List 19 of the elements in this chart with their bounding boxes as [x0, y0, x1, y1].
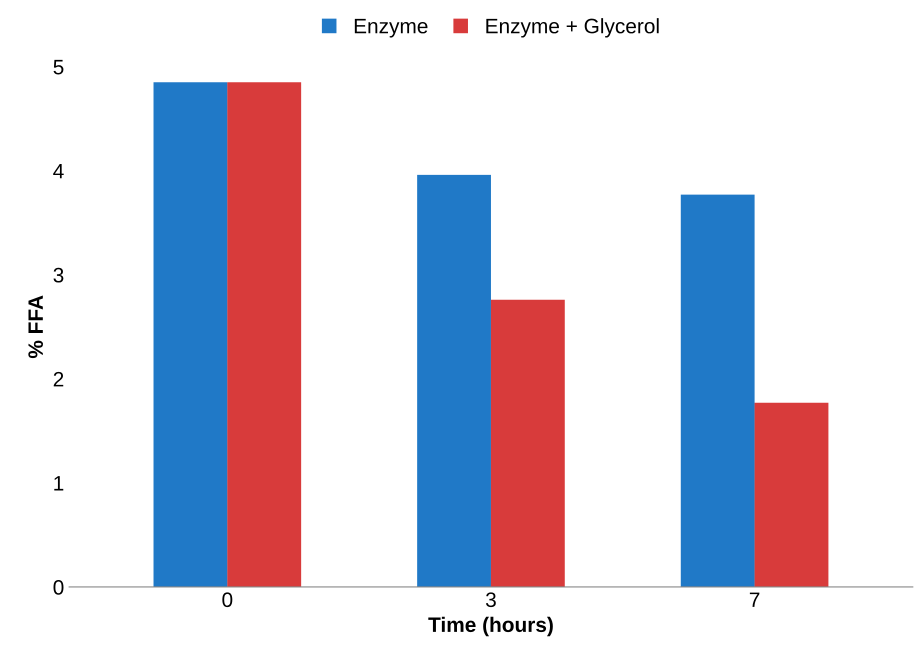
y-tick-label: 1	[54, 476, 64, 490]
legend-label: Enzyme	[354, 18, 428, 38]
bar	[417, 174, 491, 587]
x-axis-title: Time (hours)	[428, 616, 553, 636]
y-tick-label: 4	[53, 164, 64, 178]
bar	[490, 300, 565, 587]
y-tick-label: 0	[54, 580, 64, 595]
y-axis-title: % FFA	[28, 296, 43, 358]
x-tick-label: 7	[750, 592, 760, 607]
y-tick-label: 2	[54, 372, 64, 386]
x-tick-label: 0	[222, 592, 232, 608]
x-tick-label: 3	[486, 592, 496, 608]
y-tick-label: 3	[54, 268, 64, 283]
bar	[680, 194, 755, 587]
bar	[154, 82, 228, 587]
legend-label: Enzyme + Glycerol	[486, 18, 659, 38]
bar	[227, 82, 302, 587]
bar	[754, 402, 828, 587]
y-tick-label: 5	[54, 60, 64, 74]
